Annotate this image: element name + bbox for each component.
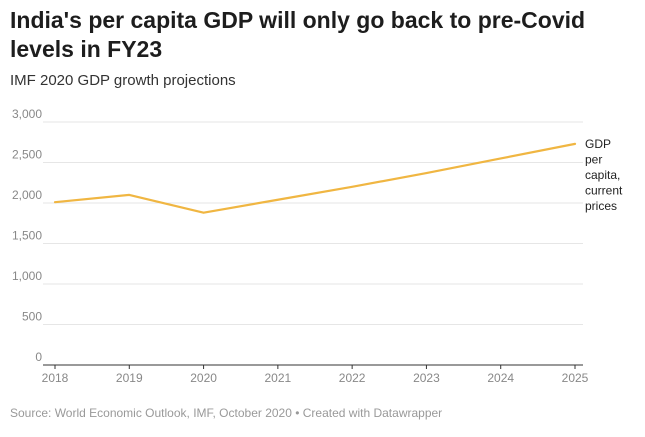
series-layer [53, 142, 577, 214]
series-label-line: capita, [585, 168, 620, 182]
y-tick-label: 0 [35, 350, 42, 364]
series-label-line: current [585, 183, 623, 197]
x-tick-label: 2025 [562, 371, 589, 385]
chart-title: India's per capita GDP will only go back… [10, 7, 586, 62]
gridlines [43, 121, 583, 325]
y-axis-ticks: 0 500 1,000 1,500 2,000 2,500 3,000 [12, 107, 42, 364]
x-tick-label: 2023 [413, 371, 440, 385]
y-tick-label: 1,000 [12, 269, 42, 283]
y-tick-label: 500 [22, 310, 42, 324]
gdp-per-capita-line [53, 142, 577, 214]
x-tick-label: 2022 [339, 371, 366, 385]
y-tick-label: 2,000 [12, 188, 42, 202]
chart-subtitle: IMF 2020 GDP growth projections [10, 72, 236, 89]
y-tick-label: 3,000 [12, 107, 42, 121]
series-label-line: prices [585, 199, 617, 213]
series-label-line: GDP [585, 137, 611, 151]
y-tick-label: 2,500 [12, 148, 42, 162]
y-tick-label: 1,500 [12, 229, 42, 243]
x-axis-ticks: 2018 2019 2020 2021 2022 2023 2024 2025 [42, 365, 589, 385]
x-tick-label: 2018 [42, 371, 69, 385]
series-label-line: per [585, 152, 602, 166]
x-tick-label: 2020 [190, 371, 217, 385]
x-tick-label: 2021 [265, 371, 292, 385]
x-tick-label: 2024 [487, 371, 514, 385]
source-footer: Source: World Economic Outlook, IMF, Oct… [10, 406, 443, 420]
x-tick-label: 2019 [116, 371, 143, 385]
